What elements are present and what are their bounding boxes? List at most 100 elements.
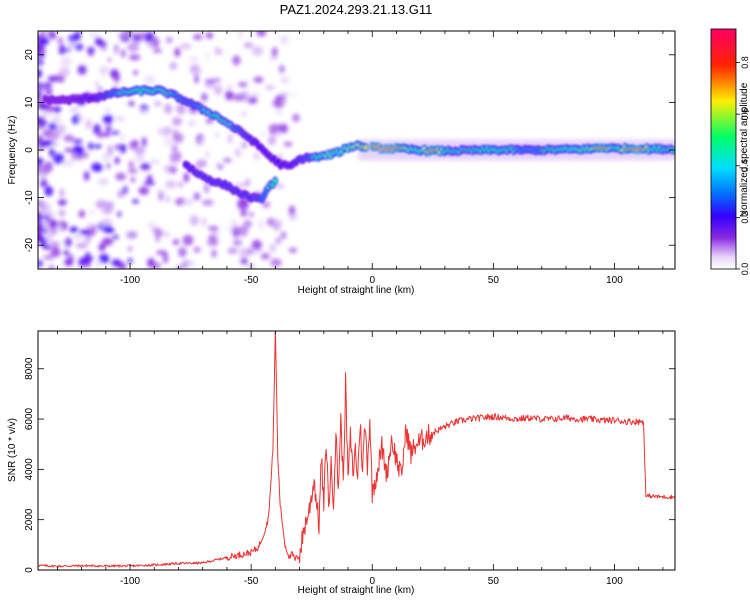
noise-speckle xyxy=(278,64,285,74)
noise-speckle xyxy=(38,164,42,176)
noise-speckle xyxy=(98,253,110,264)
noise-speckle xyxy=(172,239,180,245)
noise-speckle xyxy=(243,42,254,48)
y-tick-label: 0 xyxy=(24,567,35,573)
noise-speckle xyxy=(182,199,193,207)
noise-speckle xyxy=(250,92,261,97)
noise-speckle xyxy=(91,224,97,236)
noise-speckle xyxy=(234,240,242,246)
noise-speckle xyxy=(48,132,60,141)
noise-speckle xyxy=(177,181,184,188)
noise-speckle xyxy=(178,247,187,258)
snr-series-line xyxy=(38,331,675,568)
noise-speckle xyxy=(189,215,200,226)
noise-speckle xyxy=(155,234,160,243)
noise-speckle xyxy=(262,201,271,208)
noise-speckle xyxy=(112,234,119,240)
noise-speckle xyxy=(38,135,44,146)
noise-speckle xyxy=(93,144,102,149)
noise-speckle xyxy=(212,232,222,237)
noise-speckle xyxy=(169,152,182,164)
noise-speckle xyxy=(73,234,83,241)
noise-speckle xyxy=(104,225,114,233)
colorbar-tick-label: 0.0 xyxy=(740,263,750,276)
noise-speckle xyxy=(223,158,232,163)
noise-speckle xyxy=(152,48,162,53)
noise-speckle xyxy=(57,37,64,45)
noise-speckle xyxy=(164,126,172,135)
noise-speckle xyxy=(51,115,62,124)
noise-speckle xyxy=(250,96,258,104)
noise-speckle xyxy=(264,85,275,90)
noise-speckle xyxy=(115,172,126,181)
noise-speckle xyxy=(189,55,199,63)
noise-speckle xyxy=(174,47,181,57)
noise-speckle xyxy=(241,141,248,149)
noise-speckle xyxy=(58,123,66,135)
noise-speckle xyxy=(67,40,77,49)
noise-speckle xyxy=(227,133,233,144)
noise-speckle xyxy=(96,86,104,92)
noise-speckle xyxy=(38,55,42,62)
colorbar-tick-label: 0.2 xyxy=(740,211,750,224)
noise-speckle xyxy=(148,221,155,230)
noise-speckle xyxy=(45,89,53,96)
noise-speckle xyxy=(251,46,264,56)
noise-speckle xyxy=(162,252,169,264)
noise-speckle xyxy=(140,108,148,115)
noise-speckle xyxy=(260,130,266,137)
noise-speckle xyxy=(238,225,249,237)
noise-speckle xyxy=(123,31,134,37)
noise-speckle xyxy=(199,138,204,143)
noise-speckle xyxy=(69,226,78,234)
noise-speckle xyxy=(172,132,184,143)
noise-speckle xyxy=(240,257,248,265)
noise-speckle xyxy=(234,147,242,158)
noise-speckle xyxy=(64,147,74,153)
noise-speckle xyxy=(205,118,214,124)
y-tick-label: 6000 xyxy=(24,407,35,430)
noise-speckle xyxy=(207,225,219,231)
noise-speckle xyxy=(43,229,48,234)
y-tick-label: 8000 xyxy=(24,357,35,380)
noise-speckle xyxy=(62,159,75,168)
noise-speckle xyxy=(38,259,43,268)
noise-speckle xyxy=(44,105,57,113)
noise-speckle xyxy=(152,36,160,48)
noise-speckle xyxy=(253,76,264,83)
ridge-lower_branch xyxy=(182,160,279,204)
noise-speckle xyxy=(95,261,101,267)
noise-speckle xyxy=(201,217,207,227)
spectrogram-noise xyxy=(38,31,300,269)
noise-speckle xyxy=(95,199,108,209)
noise-speckle xyxy=(277,123,288,134)
noise-speckle xyxy=(53,153,65,164)
noise-speckle xyxy=(38,94,43,101)
noise-speckle xyxy=(182,234,194,246)
snr-axes: -100 -50 0 50 100 0 2000 4000 6000 8000 xyxy=(24,331,675,587)
noise-speckle xyxy=(111,259,123,267)
noise-speckle xyxy=(119,134,126,141)
noise-speckle xyxy=(249,212,254,217)
noise-speckle xyxy=(128,101,135,107)
noise-speckle xyxy=(268,243,277,254)
ridge-carrier xyxy=(369,142,675,157)
noise-speckle xyxy=(48,210,55,220)
noise-speckle xyxy=(44,186,54,197)
noise-speckle xyxy=(101,71,106,76)
noise-speckle xyxy=(107,144,114,156)
noise-speckle xyxy=(152,226,162,234)
x-tick-label: -100 xyxy=(120,576,140,587)
noise-speckle xyxy=(234,183,247,188)
colorbar-ticks: 0.0 0.2 0.4 0.6 0.8 xyxy=(736,56,750,275)
x-tick-label: 0 xyxy=(369,275,375,286)
noise-speckle xyxy=(240,209,248,217)
noise-speckle xyxy=(193,192,200,201)
noise-speckle xyxy=(59,188,65,198)
x-tick-label: 100 xyxy=(606,576,623,587)
noise-speckle xyxy=(288,205,296,216)
noise-speckle xyxy=(203,182,210,194)
noise-speckle xyxy=(84,236,92,244)
noise-speckle xyxy=(132,33,141,44)
